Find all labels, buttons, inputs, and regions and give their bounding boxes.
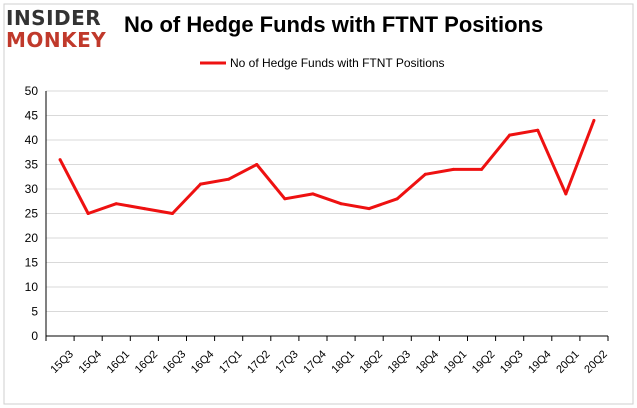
data-point [255,163,259,166]
y-tick-label: 45 [25,109,39,123]
data-point [395,197,399,201]
x-tick-label: 16Q4 [189,348,217,376]
y-tick-label: 40 [25,133,39,147]
x-tick-label: 17Q2 [245,348,273,376]
x-tick-label: 20Q2 [582,348,610,376]
x-tick-label: 15Q3 [48,348,76,376]
x-tick-label: 15Q4 [77,348,105,376]
series-line [58,119,596,215]
data-point [311,192,315,196]
data-point [227,177,231,181]
data-point [367,207,371,211]
x-tick-label: 18Q1 [329,348,357,376]
chart-title: No of Hedge Funds with FTNT Positions [124,12,544,37]
x-tick-label: 19Q1 [442,348,470,376]
x-tick-label: 19Q3 [498,348,526,376]
chart-border [3,3,634,405]
data-point [142,207,146,211]
x-tick-label: 17Q3 [273,348,301,376]
y-tick-label: 0 [31,329,38,343]
logo-text-insider: INSIDER [6,6,102,30]
data-point [339,202,343,206]
x-tick-label: 17Q1 [217,348,245,376]
y-tick-label: 25 [25,207,39,221]
y-tick-label: 5 [31,305,38,319]
data-point [451,167,455,171]
y-tick-label: 50 [25,84,39,98]
data-point [508,133,512,137]
data-point [536,128,540,132]
data-point [114,202,118,206]
x-tick-label: 18Q3 [386,348,414,376]
x-tick-label: 16Q2 [133,348,161,376]
logo-text-monkey: MONKEY [6,28,107,52]
y-tick-label: 35 [25,158,39,172]
y-tick-label: 15 [25,256,39,270]
data-point [170,212,174,215]
data-point [480,167,484,171]
x-tick-label: 16Q1 [105,348,133,376]
y-tick-label: 20 [25,231,39,245]
y-tick-label: 10 [25,280,39,294]
x-tick-label: 16Q3 [161,348,189,376]
data-point [199,182,203,186]
insider-monkey-logo: INSIDER MONKEY [6,4,118,52]
data-point [283,197,287,201]
x-tick-label: 18Q2 [358,348,386,376]
x-tick-label: 18Q4 [414,348,442,376]
x-tick-label: 20Q1 [554,348,582,376]
x-tick-label: 19Q2 [470,348,498,376]
data-point [423,172,427,176]
data-point [564,192,568,196]
y-tick-label: 30 [25,182,39,196]
legend-label: No of Hedge Funds with FTNT Positions [230,56,445,70]
data-point [86,212,90,215]
x-tick-label: 17Q4 [301,348,329,376]
data-point [592,118,596,122]
x-tick-label: 19Q4 [526,348,554,376]
data-point [58,158,62,162]
